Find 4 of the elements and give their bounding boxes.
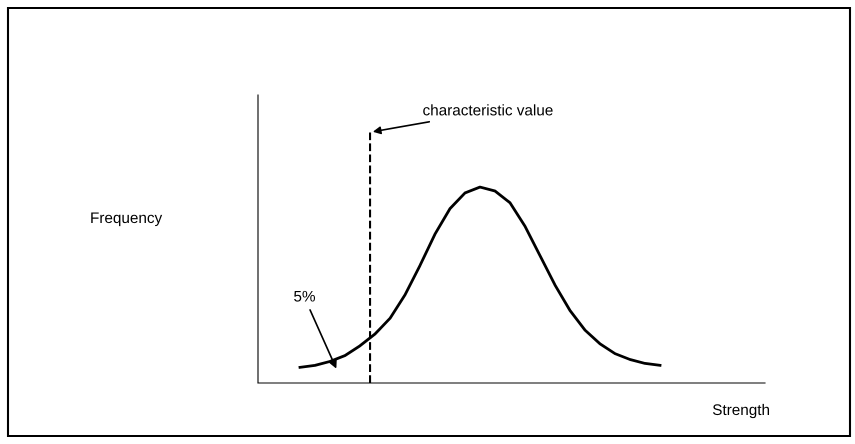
x-axis-title: Strength [712,404,770,418]
text: Frequency [91,212,162,226]
text: characteristic value [423,104,553,116]
annotation: 5% [294,290,315,302]
